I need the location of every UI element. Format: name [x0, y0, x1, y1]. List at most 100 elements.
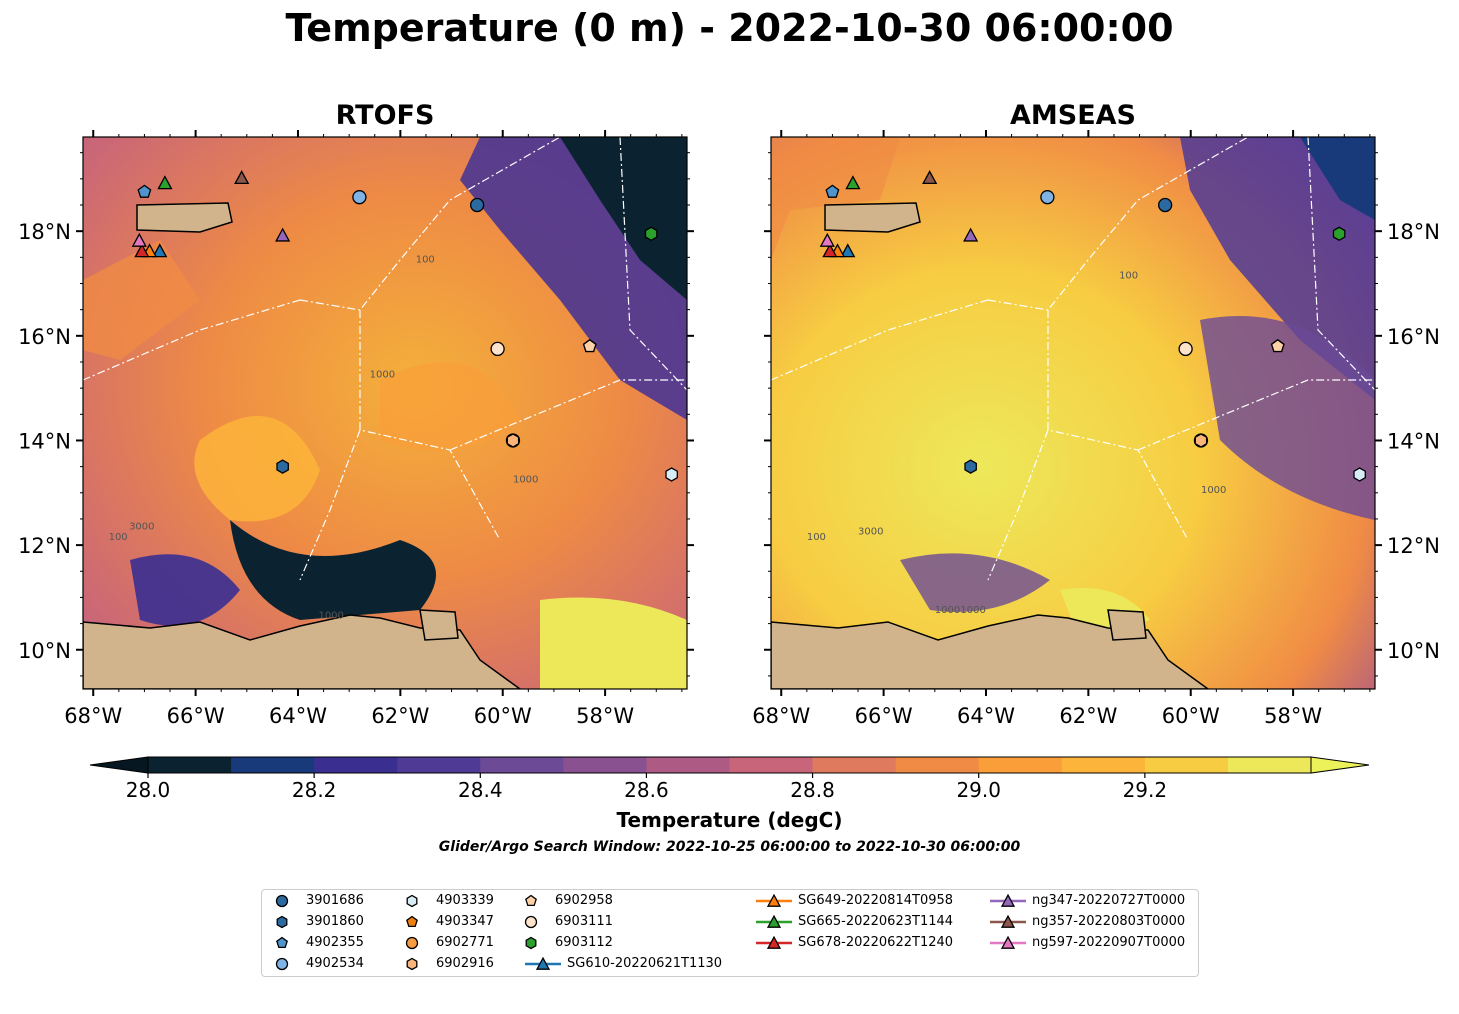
axis-ticks: 68°W 66°W 64°W 62°W 60°W 58°W 18°N 16°N 14°N 12°N… [18, 130, 1440, 728]
colorbar-tick-label: 28.4 [458, 778, 503, 802]
eez-boundaries-right [771, 137, 1375, 581]
map-panel-amseas [771, 137, 1375, 689]
legend-item: 4903339 [406, 891, 616, 911]
marker-6902916-rtofs [506, 433, 520, 448]
legend-label: 3901860 [306, 914, 364, 929]
colorbar-segment [978, 757, 1063, 773]
colorbar-max-extend [1310, 756, 1370, 774]
marker-ng357-20220803T0000-amseas [922, 170, 938, 185]
y-tick-label: 12°N [18, 534, 71, 558]
legend-marker [406, 915, 418, 928]
colorbar-segment [314, 757, 398, 773]
legend-marker [766, 893, 782, 907]
map-panel-rtofs [83, 137, 687, 689]
contour-label: 3000 [129, 521, 154, 532]
legend-item: 6902771 [405, 933, 616, 953]
legend-item: 4903347 [406, 912, 616, 932]
legend-marker [276, 936, 288, 949]
legend-label: ng597-20220907T0000 [1032, 935, 1186, 950]
colorbar-segment [1144, 757, 1229, 773]
legend-item: SG649-20220814T0958 [756, 891, 966, 911]
marker-SG678-20220622T1240-amseas [822, 243, 838, 258]
x-tick-label: 66°W [167, 704, 225, 728]
marker-SG610-20220621T1130-rtofs [152, 243, 168, 258]
contour-label: 1000 [960, 605, 985, 616]
marker-4902534-amseas [1040, 190, 1055, 205]
legend-item: 6902916 [406, 954, 616, 974]
marker-ng347-20220727T0000-amseas [963, 227, 979, 242]
legend-item: SG678-20220622T1240 [756, 933, 966, 953]
colorbar-tick-label: 29.0 [956, 778, 1001, 802]
legend-item: SG610-20220621T1130 [525, 954, 735, 974]
legend-item: 3901686 [275, 891, 486, 911]
marker-ng597-20220907T0000-rtofs [131, 232, 147, 247]
legend-label: SG610-20220621T1130 [567, 956, 723, 971]
legend-marker [406, 957, 418, 971]
contour-label: 100 [416, 255, 435, 266]
search-window-text: Glider/Argo Search Window: 2022-10-25 06… [438, 839, 1021, 855]
legend-label: 4903339 [436, 893, 494, 908]
panel-title-amseas: AMSEAS [1010, 100, 1136, 131]
legend-marker [524, 915, 538, 929]
legend-marker [525, 936, 537, 950]
marker-6903112-amseas [1332, 226, 1346, 242]
eez-boundaries-left [83, 137, 687, 581]
marker-3901860-amseas [964, 459, 977, 474]
colorbar-tick-label: 28.8 [790, 778, 835, 802]
legend-label: 4902534 [306, 956, 364, 971]
marker-4902355-amseas [825, 184, 840, 198]
contour-label: 1000 [1201, 485, 1226, 496]
colorbar-segment [563, 757, 647, 773]
colorbar-segment [895, 757, 980, 773]
legend-label: 6902916 [436, 956, 494, 971]
contour-label: 1000 [513, 474, 538, 485]
legend-label: 6903112 [555, 935, 613, 950]
legend-label: 4903347 [436, 914, 494, 929]
colorbar-tick-label: 28.2 [292, 778, 337, 802]
main-title: Temperature (0 m) - 2022-10-30 06:00:00 [285, 6, 1174, 50]
legend-marker [275, 957, 289, 971]
marker-SG665-20220623T1144-rtofs [157, 175, 173, 190]
legend-item: 6903111 [524, 912, 735, 932]
marker-6902916-amseas [1194, 433, 1208, 448]
marker-ng597-20220907T0000-amseas [819, 232, 835, 247]
marker-3901686-rtofs [469, 197, 485, 213]
legend-label: SG678-20220622T1240 [798, 935, 954, 950]
contour-label: 3000 [858, 527, 883, 538]
colorbar-segment [397, 757, 481, 773]
y-tick-label: 16°N [18, 325, 71, 349]
y-tick-label: 18°N [1387, 220, 1440, 244]
colorbar-min-extend [89, 756, 149, 774]
y-tick-label: 14°N [1387, 429, 1440, 453]
legend-label: 3901686 [306, 893, 364, 908]
colorbar-segment [148, 757, 232, 773]
y-tick-label: 14°N [18, 429, 71, 453]
legend-marker [275, 894, 289, 908]
x-tick-label: 66°W [855, 704, 913, 728]
marker-4902534-rtofs [352, 190, 367, 205]
marker-6902958-rtofs [582, 338, 597, 353]
marker-6903112-rtofs [644, 226, 658, 242]
x-tick-label: 62°W [1059, 704, 1117, 728]
land-right [771, 202, 1210, 689]
colorbar-label: Temperature (degC) [616, 808, 843, 832]
marker-SG678-20220622T1240-rtofs [134, 243, 150, 258]
legend-marker [276, 915, 288, 929]
legend-label: SG665-20220623T1144 [798, 914, 954, 929]
frame-right [770, 136, 1376, 690]
legend-label: ng357-20220803T0000 [1032, 914, 1186, 929]
colorbar-segment [729, 757, 814, 773]
legend-item: ng357-20220803T0000 [990, 912, 1200, 932]
contour-label: 1000 [318, 610, 343, 621]
legend-label: SG649-20220814T0958 [798, 893, 954, 908]
legend-item: 4902355 [276, 933, 486, 953]
x-tick-label: 64°W [957, 704, 1015, 728]
legend-item: SG665-20220623T1144 [756, 912, 966, 932]
contour-label: 100 [807, 532, 826, 543]
colorbar-segment [1227, 757, 1312, 773]
legend-marker [405, 936, 419, 950]
legend-item: 3901860 [276, 912, 486, 932]
colorbar-segment [1061, 757, 1146, 773]
legend-marker [406, 894, 418, 908]
x-tick-label: 68°W [64, 704, 122, 728]
